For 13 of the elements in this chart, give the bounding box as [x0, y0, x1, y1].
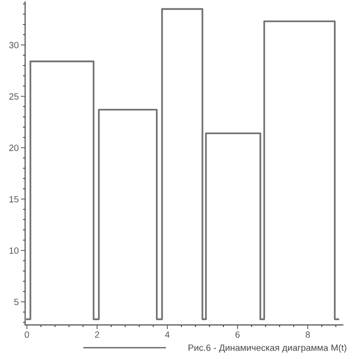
- y-tick-label: 20: [9, 144, 19, 152]
- y-tick-label: 25: [9, 93, 18, 100]
- x-tick-label: 6: [235, 331, 240, 338]
- x-tick-label: 0: [24, 331, 30, 338]
- line-series: [26, 8, 340, 320]
- x-tick-label: 8: [306, 331, 310, 338]
- y-tick-label: 5: [14, 298, 18, 306]
- x-tick-label: 4: [165, 331, 170, 338]
- y-tick-label: 15: [10, 196, 18, 202]
- y-tick-label: 30: [9, 42, 19, 48]
- text: Рис.6 - Динамическая диаграмма M(t): [188, 344, 346, 353]
- y-tick-label: 10: [10, 247, 19, 254]
- x-tick-label: 2: [95, 331, 100, 338]
